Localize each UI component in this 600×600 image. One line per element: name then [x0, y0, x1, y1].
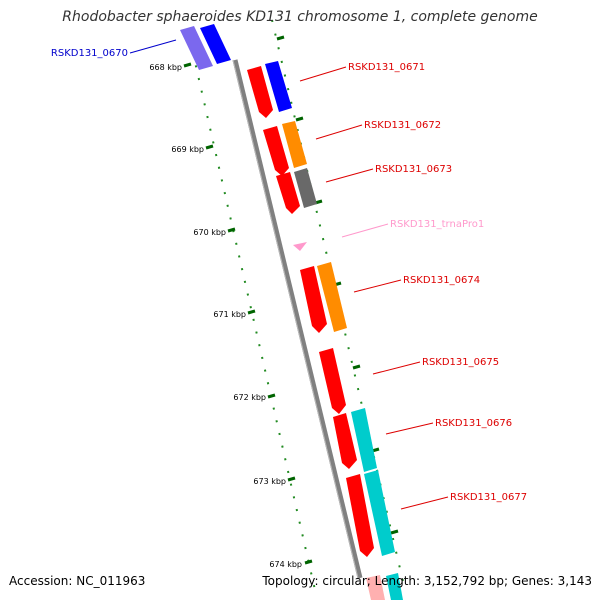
- gene-feature[interactable]: [200, 24, 231, 64]
- genome-backbone: [232, 59, 363, 579]
- gene-feature[interactable]: [364, 470, 395, 556]
- gene-label[interactable]: RSKD131_0674: [403, 275, 480, 286]
- kbp-label: 672 kbp: [233, 393, 266, 402]
- gene-feature[interactable]: [247, 66, 273, 118]
- gene-feature[interactable]: [282, 121, 307, 168]
- gene-label[interactable]: RSKD131_0671: [348, 62, 425, 73]
- gene-feature[interactable]: [180, 26, 213, 70]
- kbp-label: 668 kbp: [149, 63, 182, 72]
- map-title: Rhodobacter sphaeroides KD131 chromosome…: [62, 9, 538, 25]
- kbp-label: 669 kbp: [171, 145, 204, 154]
- gene-label[interactable]: RSKD131_0675: [422, 357, 499, 368]
- gene-label[interactable]: RSKD131_0676: [435, 418, 512, 429]
- gene-feature[interactable]: [319, 348, 346, 414]
- gene-feature[interactable]: [265, 61, 292, 112]
- accession-text: Accession: NC_011963: [9, 574, 146, 588]
- kbp-label: 671 kbp: [213, 310, 246, 319]
- gene-label[interactable]: RSKD131_0670: [51, 48, 128, 59]
- trna-feature[interactable]: [293, 242, 307, 251]
- gene-label[interactable]: RSKD131_trnaPro1: [390, 219, 484, 230]
- topology-text: Topology: circular; Length: 3,152,792 bp…: [262, 574, 592, 588]
- gene-feature[interactable]: [351, 408, 377, 472]
- gene-feature[interactable]: [366, 575, 385, 600]
- gene-label[interactable]: RSKD131_0673: [375, 164, 452, 175]
- kbp-label: 670 kbp: [193, 228, 226, 237]
- gene-feature[interactable]: [346, 474, 374, 557]
- gene-feature[interactable]: [263, 126, 289, 176]
- leader-lines: [129, 39, 449, 510]
- gene-feature[interactable]: [386, 573, 403, 600]
- gene-label[interactable]: RSKD131_0677: [450, 492, 527, 503]
- kbp-label: 674 kbp: [269, 560, 302, 569]
- kbp-ticks: [183, 62, 313, 565]
- genome-backbone-highlight: [232, 59, 359, 579]
- gene-feature[interactable]: [317, 262, 347, 332]
- gene-feature[interactable]: [294, 168, 317, 208]
- gene-label[interactable]: RSKD131_0672: [364, 120, 441, 131]
- gene-feature[interactable]: [300, 266, 327, 333]
- gene-feature[interactable]: [333, 413, 357, 469]
- gene-feature[interactable]: [276, 172, 300, 214]
- kbp-label: 673 kbp: [253, 477, 286, 486]
